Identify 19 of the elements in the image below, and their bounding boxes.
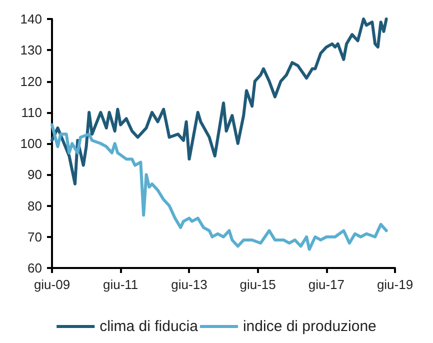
line-series xyxy=(50,18,388,186)
x-tick-label: giu-13 xyxy=(171,277,208,292)
x-tick-label: giu-11 xyxy=(102,277,138,292)
y-tick-label: 110 xyxy=(21,104,42,120)
x-tick-label: giu-09 xyxy=(34,277,70,292)
y-tick-label: 100 xyxy=(20,136,42,151)
y-tick-label: 70 xyxy=(28,229,42,244)
y-tick-label: 130 xyxy=(20,42,42,58)
legend-label: indice di produzione xyxy=(242,318,376,335)
x-tick-label: giu-15 xyxy=(240,277,276,292)
line-series xyxy=(50,123,388,251)
y-tick-label: 80 xyxy=(28,198,42,214)
y-tick-label: 120 xyxy=(20,74,42,89)
y-tick-label: 140 xyxy=(20,12,42,26)
x-tick-label: giu-17 xyxy=(308,277,345,292)
y-tick-label: 90 xyxy=(28,167,42,182)
legend-label: clima di fiducia xyxy=(100,318,199,335)
y-tick-label: 60 xyxy=(28,260,42,276)
x-tick-label: giu-19 xyxy=(376,277,414,292)
